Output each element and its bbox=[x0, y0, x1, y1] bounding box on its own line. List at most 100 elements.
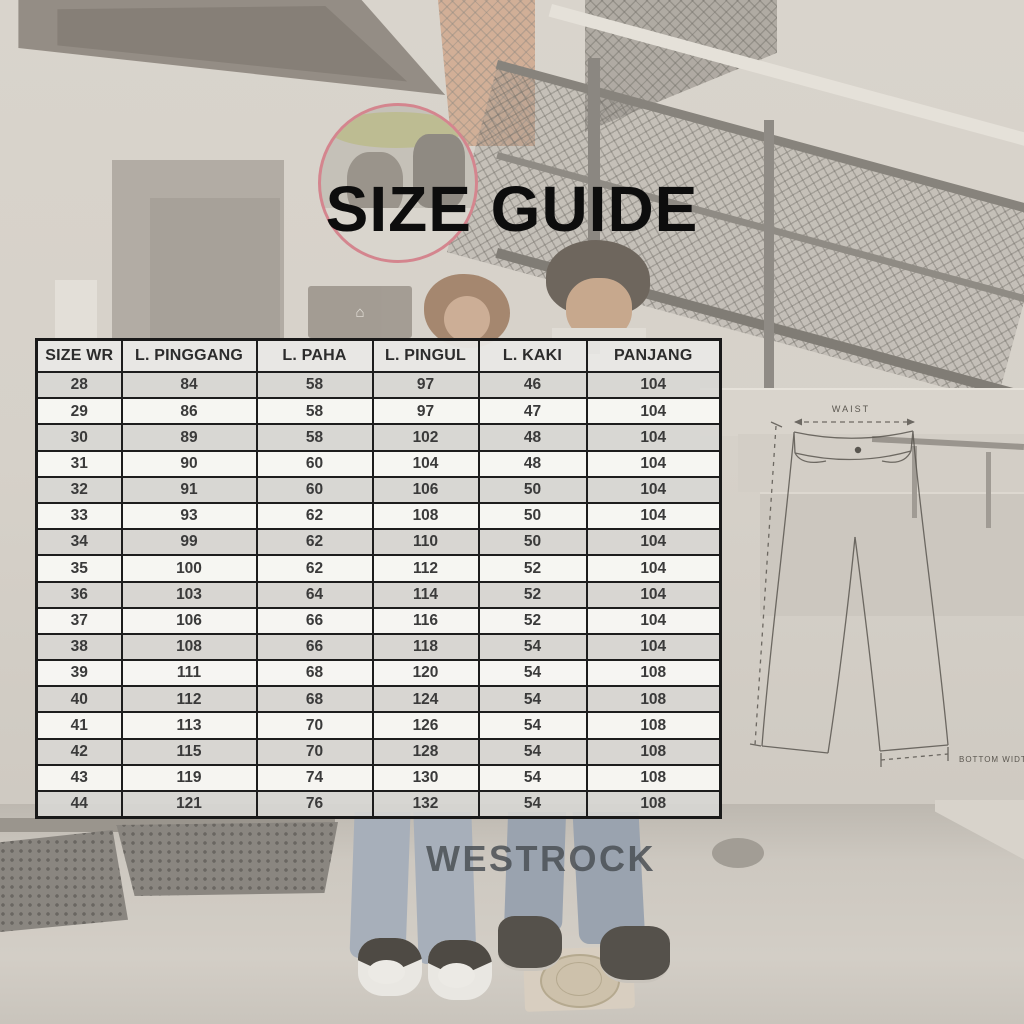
sneaker bbox=[358, 938, 422, 996]
size-cell: 47 bbox=[477, 397, 588, 426]
size-cell: 108 bbox=[585, 737, 722, 766]
waistband-bottom bbox=[794, 450, 912, 461]
size-cell: 115 bbox=[120, 737, 258, 766]
size-cell: 76 bbox=[255, 790, 374, 819]
size-cell: 37 bbox=[35, 606, 123, 635]
size-cell: 104 bbox=[585, 397, 722, 426]
right-hem bbox=[879, 744, 949, 752]
person-right-shirt bbox=[552, 328, 646, 340]
size-table-header-row: SIZE WR L. PINGGANG L. PAHA L. PINGUL L. KAK… bbox=[35, 338, 722, 373]
concrete-step bbox=[700, 388, 1024, 436]
page-title: SIZE GUIDE bbox=[325, 173, 699, 245]
size-cell: 29 bbox=[35, 397, 123, 426]
table-row: 29 86 58 97 47 104 bbox=[35, 397, 722, 426]
size-cell: 108 bbox=[585, 711, 722, 740]
size-cell: 68 bbox=[255, 659, 374, 688]
size-cell: 34 bbox=[35, 528, 123, 557]
size-cell: 108 bbox=[371, 501, 480, 531]
size-cell: 60 bbox=[255, 475, 374, 504]
length-tick-bottom bbox=[749, 743, 762, 747]
left-inseam bbox=[827, 536, 856, 754]
size-cell: 104 bbox=[585, 370, 722, 400]
size-cell: 52 bbox=[477, 554, 588, 583]
size-cell: 124 bbox=[371, 685, 480, 714]
size-cell: 104 bbox=[585, 528, 722, 557]
size-cell: 35 bbox=[35, 554, 123, 583]
ground-stone bbox=[712, 838, 764, 868]
size-cell: 103 bbox=[120, 580, 258, 609]
size-cell: 104 bbox=[585, 475, 722, 504]
size-cell: 50 bbox=[477, 475, 588, 504]
table-row: 32 91 60 106 50 104 bbox=[35, 475, 722, 504]
guardrail-post bbox=[912, 446, 917, 518]
size-cell: 50 bbox=[477, 528, 588, 557]
column-header: L. KAKI bbox=[477, 338, 588, 373]
size-cell: 97 bbox=[371, 370, 480, 400]
size-cell: 54 bbox=[477, 737, 588, 766]
sneaker-toe bbox=[438, 962, 476, 988]
right-inseam bbox=[854, 536, 881, 752]
size-cell: 48 bbox=[477, 423, 588, 452]
wall-sign: ⌂ bbox=[308, 286, 412, 338]
size-cell: 58 bbox=[255, 397, 374, 426]
pants-diagram: WAIST BOTTOM WIDTH bbox=[749, 404, 1024, 767]
size-cell: 97 bbox=[371, 397, 480, 426]
size-cell: 113 bbox=[120, 711, 258, 740]
size-cell: 58 bbox=[255, 423, 374, 452]
size-cell: 58 bbox=[255, 370, 374, 400]
waist-label: WAIST bbox=[832, 404, 870, 414]
size-cell: 54 bbox=[477, 659, 588, 688]
size-cell: 111 bbox=[120, 659, 258, 688]
table-row: 42 115 70 128 54 108 bbox=[35, 737, 722, 766]
table-row: 38 108 66 118 54 104 bbox=[35, 632, 722, 662]
size-cell: 116 bbox=[371, 606, 480, 635]
table-row: 41 113 70 126 54 108 bbox=[35, 711, 722, 740]
column-header: L. PAHA bbox=[255, 338, 374, 373]
size-cell: 89 bbox=[120, 423, 258, 452]
size-cell: 70 bbox=[255, 737, 374, 766]
left-hem bbox=[761, 745, 829, 754]
dark-shoe bbox=[600, 926, 670, 983]
size-cell: 52 bbox=[477, 580, 588, 609]
left-pocket bbox=[794, 452, 827, 464]
size-table-body: 28 84 58 97 46 104 29 86 58 97 47 104 30 89 58 102 48 104… bbox=[35, 370, 722, 819]
size-cell: 39 bbox=[35, 659, 123, 688]
length-measure-line bbox=[754, 425, 777, 746]
bottom-width-measure-line bbox=[880, 753, 949, 761]
waistband-top bbox=[793, 430, 914, 439]
right-pocket bbox=[881, 450, 912, 463]
size-cell: 110 bbox=[371, 528, 480, 557]
size-cell: 108 bbox=[585, 659, 722, 688]
size-cell: 62 bbox=[255, 528, 374, 557]
dark-shoe bbox=[498, 916, 562, 971]
sneaker bbox=[428, 940, 492, 1000]
sneaker-toe bbox=[368, 960, 406, 985]
arrowhead-left-icon bbox=[794, 418, 802, 426]
table-row: 43 119 74 130 54 108 bbox=[35, 763, 722, 793]
guardrail-post bbox=[986, 452, 991, 528]
size-cell: 40 bbox=[35, 685, 123, 714]
table-row: 44 121 76 132 54 108 bbox=[35, 790, 722, 819]
size-cell: 50 bbox=[477, 501, 588, 531]
size-cell: 38 bbox=[35, 632, 123, 662]
size-cell: 31 bbox=[35, 449, 123, 478]
size-cell: 36 bbox=[35, 580, 123, 609]
railing-post bbox=[764, 120, 774, 466]
size-cell: 128 bbox=[371, 737, 480, 766]
size-cell: 106 bbox=[371, 475, 480, 504]
left-outseam bbox=[761, 432, 795, 747]
size-cell: 62 bbox=[255, 501, 374, 531]
floor-mat bbox=[116, 822, 338, 896]
column-header: L. PINGUL bbox=[371, 338, 480, 373]
size-cell: 32 bbox=[35, 475, 123, 504]
mirror-reflection-shape bbox=[347, 152, 403, 218]
brand-name: WESTROCK bbox=[426, 838, 656, 879]
size-cell: 54 bbox=[477, 632, 588, 662]
table-row: 39 111 68 120 54 108 bbox=[35, 659, 722, 688]
size-cell: 30 bbox=[35, 423, 123, 452]
size-cell: 54 bbox=[477, 685, 588, 714]
size-cell: 121 bbox=[120, 790, 258, 819]
size-cell: 108 bbox=[120, 632, 258, 662]
size-cell: 74 bbox=[255, 763, 374, 793]
size-cell: 104 bbox=[585, 423, 722, 452]
